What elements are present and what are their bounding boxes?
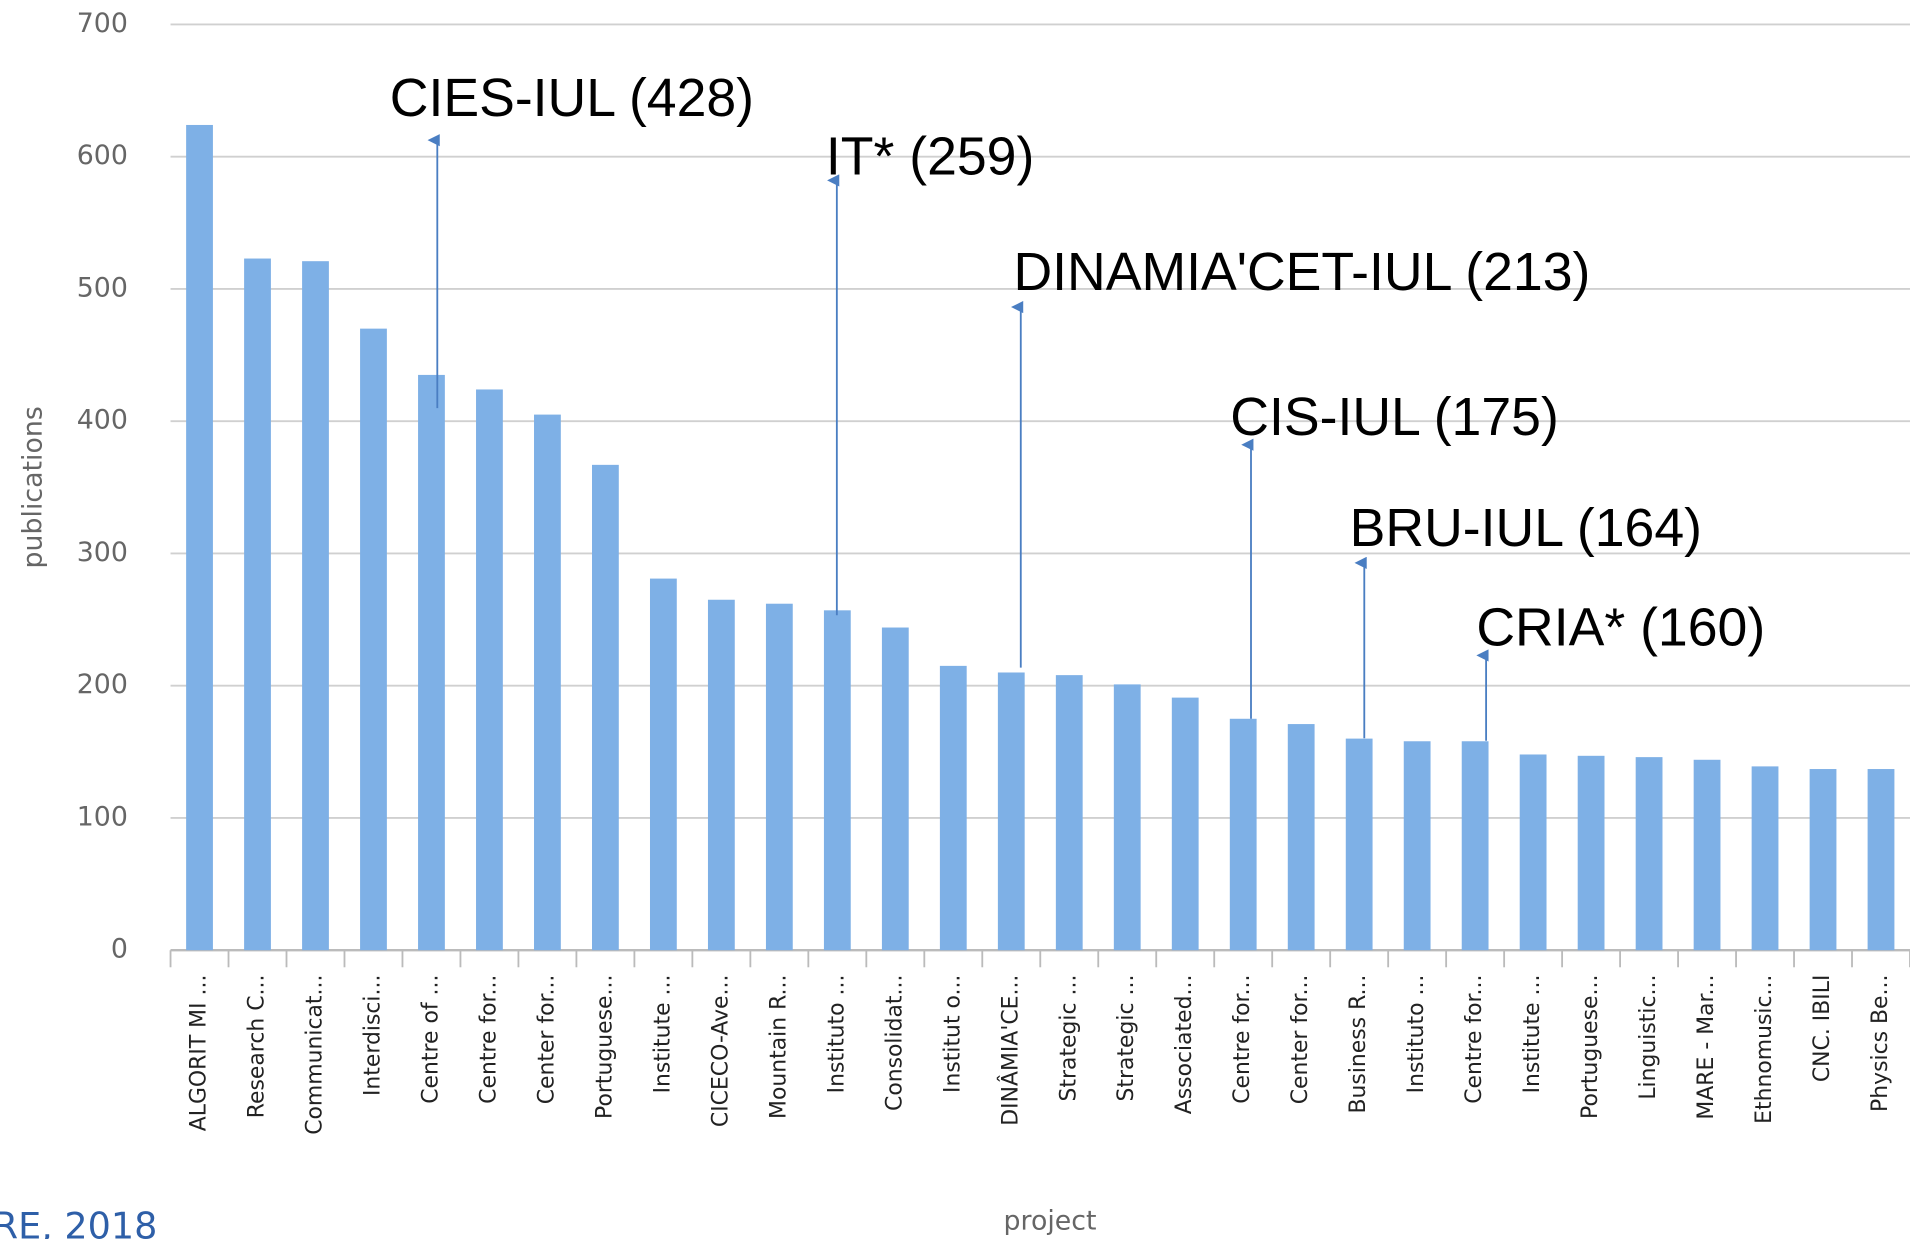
bar (186, 124, 213, 951)
bar (1751, 766, 1779, 951)
annotation: CRIA* (160) (1476, 598, 1765, 658)
y-tick-label: 0 (111, 934, 128, 965)
bar (1287, 724, 1315, 951)
bar (1867, 769, 1895, 951)
bar (1809, 769, 1837, 951)
bar (1113, 684, 1141, 951)
bar (997, 672, 1025, 951)
x-tick-label: Instituto ... (1404, 975, 1429, 1094)
bar (1055, 675, 1083, 951)
y-tick-label: 400 (77, 405, 128, 436)
x-tick-label: Strategic ... (1056, 975, 1081, 1102)
x-tick-label: Center for... (1288, 975, 1313, 1105)
y-tick-label: 600 (77, 140, 128, 171)
bar (1171, 697, 1199, 951)
annotation: CIES-IUL (428) (390, 68, 754, 128)
y-tick-label: 700 (77, 8, 128, 39)
x-tick-label: Institute ... (650, 975, 675, 1094)
x-tick-label: Linguistic... (1636, 975, 1661, 1100)
x-tick-label: Centre of ... (418, 975, 443, 1104)
bar (1519, 754, 1547, 951)
bar (476, 389, 503, 951)
bar (1635, 757, 1663, 951)
x-tick-label: Strategic ... (1114, 975, 1139, 1102)
bar (707, 599, 735, 951)
bar (881, 627, 909, 951)
annotation: CIS-IUL (175) (1230, 387, 1559, 447)
x-tick-label: Business R... (1346, 975, 1371, 1114)
bar (1577, 755, 1605, 951)
x-axis-label: project (1004, 1205, 1097, 1236)
x-tick-label: Ethnomusic... (1752, 975, 1777, 1124)
bar (534, 414, 561, 951)
bar (765, 603, 793, 951)
bar (1403, 741, 1431, 951)
annotation: BRU-IUL (164) (1350, 498, 1702, 558)
annotation: DINAMIA'CET-IUL (213) (1013, 242, 1590, 302)
y-tick-label: 500 (77, 272, 128, 303)
bar (1693, 759, 1721, 951)
x-tick-label: Center for... (534, 975, 559, 1105)
x-tick-label: Instituto ... (824, 975, 849, 1094)
x-tick-label: Centre for... (1230, 975, 1255, 1104)
source-note: RE, 2018 (0, 1204, 157, 1239)
bar (302, 261, 329, 951)
x-tick-label: Communicat... (302, 975, 327, 1135)
bar (1461, 741, 1489, 951)
bar (1345, 738, 1373, 951)
bar (244, 258, 271, 951)
x-tick-label: MARE - Mar... (1694, 975, 1719, 1120)
x-tick-label: Institut o... (940, 975, 965, 1093)
x-tick-label: Portuguese... (1578, 975, 1603, 1119)
bar (418, 374, 445, 951)
y-tick-label: 200 (77, 669, 128, 700)
x-tick-label: Centre for... (476, 975, 501, 1104)
annotation: IT* (259) (826, 126, 1034, 186)
bar (823, 610, 851, 951)
x-tick-label: DINÂMIA'CE... (997, 975, 1023, 1126)
bar (1229, 718, 1257, 951)
x-tick-label: Mountain R... (766, 975, 791, 1119)
x-tick-label: Portuguese... (592, 975, 617, 1119)
y-tick-label: 300 (77, 537, 128, 568)
x-tick-label: Consolidat... (882, 975, 907, 1111)
bar (360, 328, 387, 951)
x-tick-label: Associated... (1172, 975, 1197, 1115)
x-tick-label: Physics Be... (1868, 975, 1893, 1112)
bar (592, 464, 619, 951)
bar (649, 578, 677, 951)
x-tick-label: Interdisci... (360, 975, 385, 1096)
x-tick-label: Institute ... (1520, 975, 1545, 1094)
x-tick-label: ALGORIT MI ... (187, 975, 212, 1132)
bar (939, 665, 967, 951)
x-tick-label: Centre for... (1462, 975, 1487, 1104)
x-tick-label: CNC. IBILI (1810, 975, 1835, 1083)
x-tick-label: CICECO-Ave... (708, 975, 733, 1128)
y-tick-label: 100 (77, 801, 128, 832)
y-axis-label: publications (18, 406, 49, 568)
x-tick-label: Research C... (245, 975, 270, 1119)
